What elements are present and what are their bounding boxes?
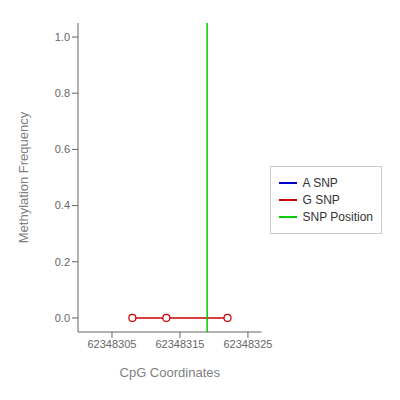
html-text:A SNP: A SNP	[302, 176, 338, 190]
svg-text:0.0: 0.0	[55, 312, 70, 324]
svg-text:62348325: 62348325	[223, 338, 272, 350]
svg-text:62348315: 62348315	[155, 338, 204, 350]
svg-text:0.8: 0.8	[55, 87, 70, 99]
svg-text:0.4: 0.4	[55, 199, 70, 211]
svg-text:0.6: 0.6	[55, 143, 70, 155]
svg-text:1.0: 1.0	[55, 31, 70, 43]
svg-text:Methylation Frequency: Methylation Frequency	[16, 111, 31, 243]
html-text:G SNP: G SNP	[302, 193, 340, 207]
svg-text:62348305: 62348305	[88, 338, 137, 350]
html-text:SNP Position: SNP Position	[302, 210, 373, 224]
svg-text:CpG Coordinates: CpG Coordinates	[120, 365, 221, 380]
svg-text:0.2: 0.2	[55, 256, 70, 268]
